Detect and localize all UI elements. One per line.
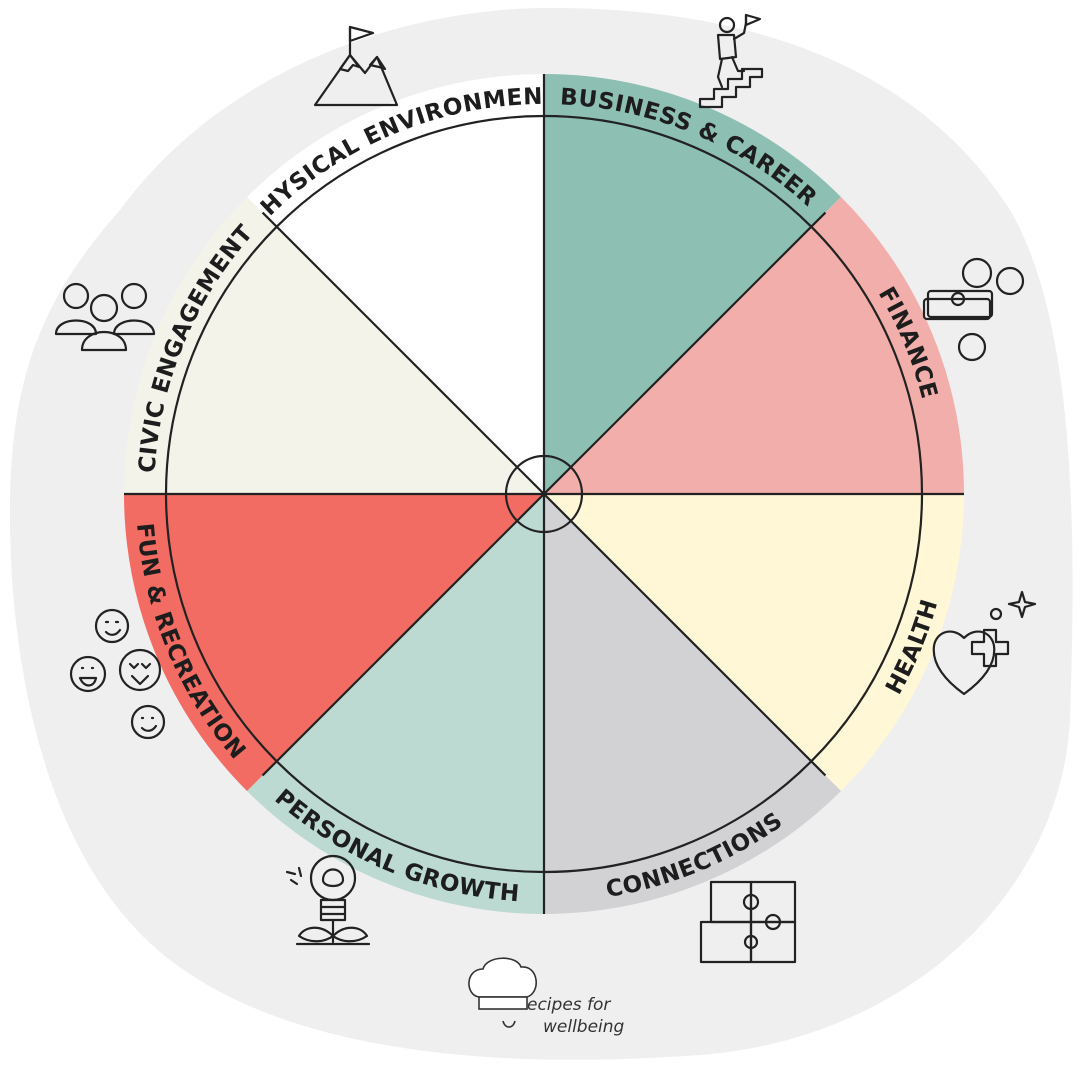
center-circle: [504, 454, 584, 534]
segment-health: [544, 494, 964, 791]
smiley-faces-icon: [69, 608, 166, 740]
segment-civic-engagement: [123, 197, 544, 494]
mountain-flag-icon: [313, 25, 399, 107]
spoke-line: [543, 493, 827, 777]
spoke-line: [543, 211, 827, 495]
segment-physical-environment: [247, 73, 544, 495]
people-group-icon: [54, 282, 156, 352]
chef-hat-icon: [468, 957, 537, 1028]
wheel-segments: [123, 73, 964, 914]
puzzle-pieces-icon: [699, 880, 797, 964]
spoke-line: [261, 211, 545, 495]
spoke-line: [261, 493, 545, 777]
recipes-for-wellbeing-logo: ecipes for wellbeing: [468, 957, 625, 1037]
logo-line2: wellbeing: [543, 1017, 625, 1037]
segment-fun-recreation: [124, 494, 544, 791]
segment-finance: [544, 197, 964, 494]
money-coins-icon: [922, 257, 1025, 362]
logo-line1: ecipes for: [527, 995, 611, 1015]
segment-connections: [544, 494, 841, 914]
segment-personal-growth: [247, 494, 544, 914]
climbing-stairs-icon: [698, 13, 764, 109]
segment-business-career: [544, 74, 841, 494]
lightbulb-plant-icon: [285, 854, 371, 946]
heart-plus-icon: [932, 590, 1037, 696]
wheel-structure: [124, 74, 964, 914]
